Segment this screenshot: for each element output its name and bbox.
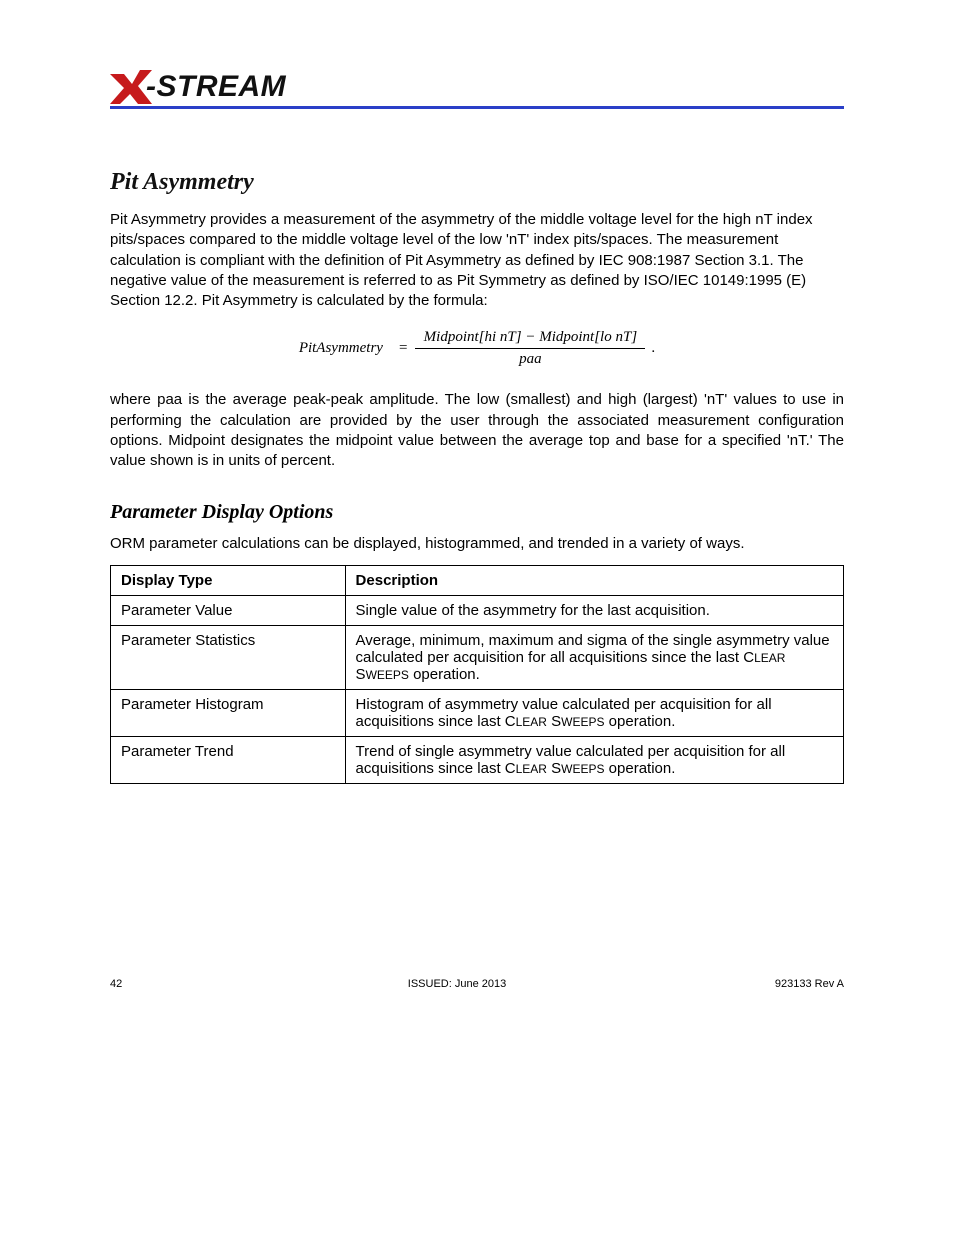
formula-numerator: Midpoint[hi nT] − Midpoint[lo nT] (418, 329, 644, 348)
table-header-display-type: Display Type (111, 565, 346, 595)
table-row: Parameter ValueSingle value of the asymm… (111, 595, 844, 625)
table-row: Parameter TrendTrend of single asymmetry… (111, 736, 844, 783)
pit-asymmetry-description-1: Pit Asymmetry provides a measurement of … (110, 210, 844, 311)
table-cell-description: Average, minimum, maximum and sigma of t… (345, 625, 843, 689)
xstream-logo: -STREAM (110, 70, 286, 104)
footer-page-number: 42 (110, 978, 190, 990)
formula-denominator: paa (513, 349, 548, 368)
formula-equals: = (399, 340, 407, 357)
table-cell-display-type: Parameter Histogram (111, 689, 346, 736)
logo-text: -STREAM (146, 70, 286, 104)
table-cell-display-type: Parameter Trend (111, 736, 346, 783)
display-options-intro: ORM parameter calculations can be displa… (110, 534, 844, 554)
header-logo-row: -STREAM (110, 70, 844, 109)
table-row: Parameter HistogramHistogram of asymmetr… (111, 689, 844, 736)
footer-revision: 923133 Rev A (724, 978, 844, 990)
table-cell-description: Histogram of asymmetry value calculated … (345, 689, 843, 736)
pit-asymmetry-formula: PitAsymmetry = Midpoint[hi nT] − Midpoin… (110, 329, 844, 368)
footer-issued-date: ISSUED: June 2013 (190, 978, 724, 990)
section-title-display-options: Parameter Display Options (110, 501, 844, 524)
formula-fraction: Midpoint[hi nT] − Midpoint[lo nT] paa (415, 329, 645, 368)
formula-lhs: PitAsymmetry (299, 340, 383, 357)
page-footer: 42 ISSUED: June 2013 923133 Rev A (110, 978, 844, 990)
table-cell-display-type: Parameter Statistics (111, 625, 346, 689)
table-header-row: Display Type Description (111, 565, 844, 595)
section-title-pit-asymmetry: Pit Asymmetry (110, 169, 844, 196)
table-cell-description: Trend of single asymmetry value calculat… (345, 736, 843, 783)
pit-asymmetry-description-2: where paa is the average peak-peak ampli… (110, 390, 844, 471)
table-cell-display-type: Parameter Value (111, 595, 346, 625)
formula-period: . (651, 340, 655, 357)
table-row: Parameter StatisticsAverage, minimum, ma… (111, 625, 844, 689)
table-header-description: Description (345, 565, 843, 595)
table-cell-description: Single value of the asymmetry for the la… (345, 595, 843, 625)
display-options-table: Display Type Description Parameter Value… (110, 565, 844, 784)
